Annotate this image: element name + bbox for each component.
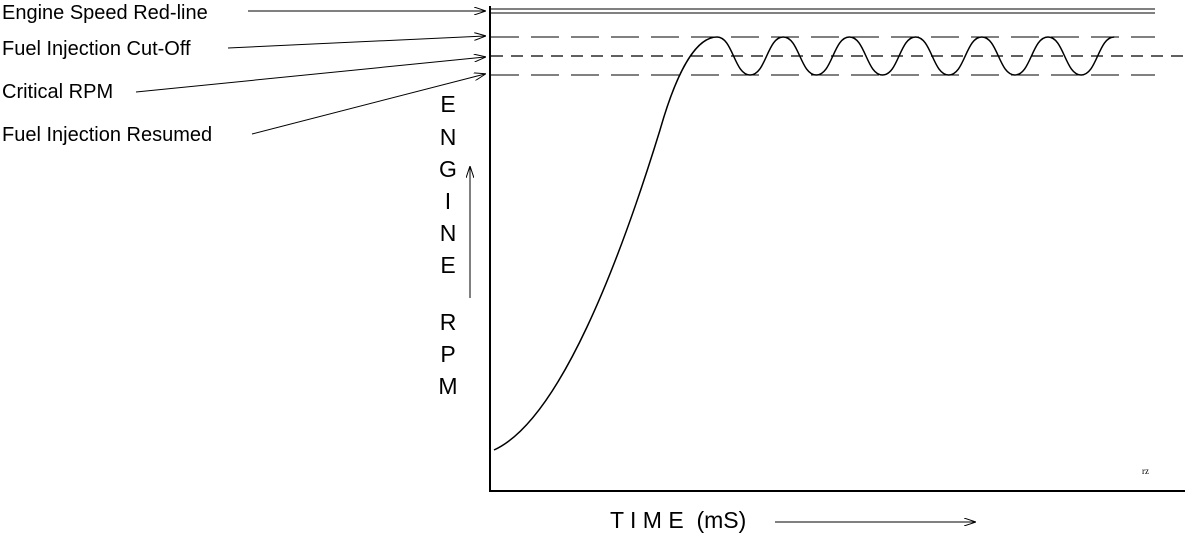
label-resumed: Fuel Injection Resumed bbox=[2, 124, 212, 146]
y-axis-letter: E bbox=[440, 252, 455, 278]
y-axis-letter: R bbox=[440, 309, 457, 335]
y-axis-letter: P bbox=[440, 341, 455, 367]
arrow-resumed bbox=[251, 74, 485, 135]
y-axis-letter: M bbox=[438, 373, 457, 399]
y-axis-letter: E bbox=[440, 91, 455, 117]
label-cutoff: Fuel Injection Cut-Off bbox=[2, 38, 191, 60]
arrow-critical-rpm bbox=[135, 57, 485, 93]
y-axis-letter: N bbox=[440, 124, 457, 150]
engine-rpm-curve bbox=[493, 36, 1115, 451]
arrow-cutoff bbox=[227, 36, 485, 49]
x-axis-title: T I M E (mS) bbox=[610, 507, 746, 533]
y-axis-letter: N bbox=[440, 220, 457, 246]
label-redline: Engine Speed Red-line bbox=[2, 2, 208, 24]
y-axis-letter: G bbox=[439, 156, 457, 182]
redline-level bbox=[491, 8, 1155, 14]
y-axis-title: E N G I N E R P M bbox=[438, 91, 457, 399]
label-critical-rpm: Critical RPM bbox=[2, 81, 113, 103]
y-axis-letter: I bbox=[445, 188, 451, 214]
signature-mark: rz bbox=[1142, 466, 1149, 476]
